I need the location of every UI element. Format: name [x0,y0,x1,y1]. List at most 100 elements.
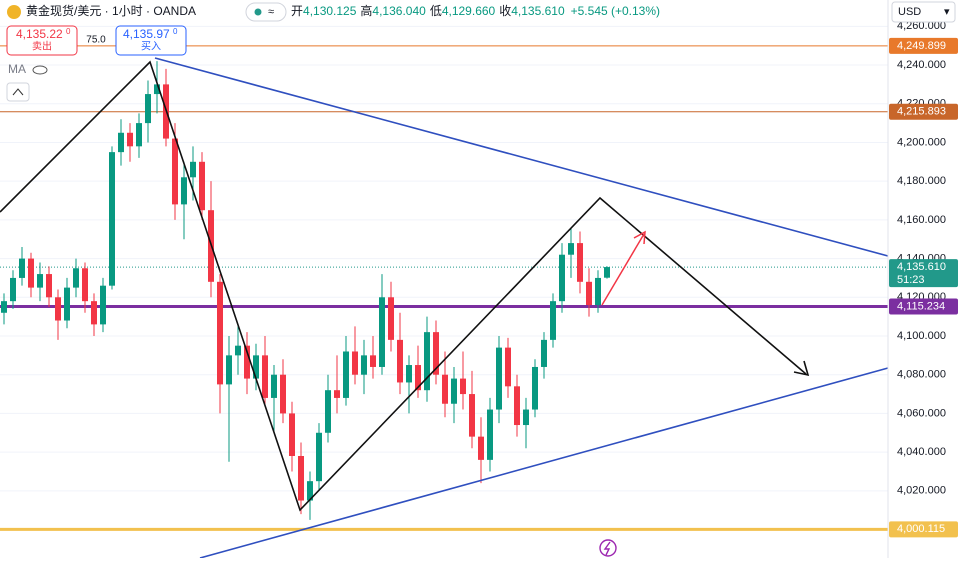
ohlc-value: 4,135.610 [511,4,565,18]
ohlc-values: 开 4,130.125 高 4,136.040 低 4,129.660 收 4,135.610… [291,3,660,18]
spread: 75.0 [86,35,106,46]
candle-body [190,161,196,178]
candle-body [433,332,439,375]
dropdown-caret: ▾ [944,6,950,18]
candle-body [64,287,70,321]
y-tick-label: 4,020.000 [897,485,946,497]
arrow [601,233,645,306]
alert-icon[interactable] [599,539,617,557]
candle-body [397,339,403,383]
candle-body [37,274,43,288]
candle-body [541,339,547,367]
alert-icon [603,541,611,556]
candle-body [271,374,277,398]
candle-body [451,378,457,404]
ohlc-label: 高 [360,3,372,18]
candle-body [577,243,583,282]
y-tick-label: 4,080.000 [897,369,946,381]
price-label: 4,215.893 [897,106,946,118]
candle-body [424,332,430,391]
y-tick-label: 4,100.000 [897,330,946,342]
sell-button[interactable] [6,25,78,56]
candle-body [352,351,358,375]
candle-body [379,297,385,367]
price-label-bg [889,521,958,538]
candle-body [334,390,340,398]
candle-body [226,355,232,385]
price-label-bg [889,103,958,120]
last-price-label: 4,135.610 [897,261,946,273]
price-label-bg [889,298,958,315]
candle-body [523,409,529,426]
ohlc-value: 4,136.040 [372,4,426,18]
candle-body [604,267,610,278]
candle-body [469,394,475,437]
candle-body [28,258,34,288]
candle-body [514,386,520,426]
price-label: 4,249.899 [897,40,946,52]
candle-body [154,84,160,95]
arrow-head [633,230,646,245]
candle-body [217,281,223,385]
candle-body [19,258,25,278]
y-tick-label: 4,240.000 [897,59,946,71]
candle-body [10,277,16,302]
candle-body [307,481,313,501]
symbol-icon [7,5,21,19]
y-tick-label: 4,180.000 [897,175,946,187]
candle-body [136,123,142,147]
ohlc-label: 收 [499,4,511,18]
collapse-button[interactable] [6,82,30,102]
candle-body [460,378,466,395]
candle-body [568,243,574,255]
candle-body [532,366,538,410]
candle-body [406,365,412,383]
candle-body [442,374,448,404]
y-tick-label: 4,040.000 [897,446,946,458]
candle-body [244,345,250,379]
ohlc-value: +5.545 (+0.13%) [571,4,660,18]
drawings [0,57,889,559]
y-tick-label: 4,260.000 [897,20,946,32]
candle-body [370,355,376,367]
buy-price: 4,135.97 [123,27,170,41]
candle-body [478,436,484,460]
symbol-title: 黄金现货/美元 · 1小时 · OANDA [26,3,196,18]
candle-body [559,254,565,302]
candle-body [415,365,421,391]
buy-sup: 0 [173,27,178,36]
candle-body [280,374,286,414]
visibility-icon[interactable] [32,65,48,75]
zigzag [0,60,807,512]
ohlc-label: 开 [291,4,303,18]
sell-sup: 0 [66,27,71,36]
candle-body [388,297,394,340]
y-tick-label: 4,160.000 [897,214,946,226]
buy-button[interactable] [115,25,187,56]
grid [0,25,888,492]
candle-body [496,347,502,410]
collapse-icon [12,88,24,96]
candle-body [325,390,331,433]
status-pill[interactable] [245,2,287,22]
candle-body [289,413,295,456]
candle-body [595,277,601,306]
price-label-bg [889,37,958,54]
arrow-head [793,360,810,377]
price-label: 4,115.234 [897,300,945,312]
candle-body [145,94,151,124]
candle-body [109,152,115,286]
candles [1,61,610,520]
last-price-bg [889,259,958,288]
currency: USD [898,6,921,18]
candle-body [100,285,106,325]
candle-body [127,132,133,147]
ohlc-value: 4,129.660 [442,4,496,18]
candle-body [316,432,322,482]
candle-body [487,409,493,460]
currency-button[interactable] [891,1,956,23]
price-label: 4,000.115 [897,523,945,535]
candle-body [172,138,178,205]
trend-line [154,57,889,257]
